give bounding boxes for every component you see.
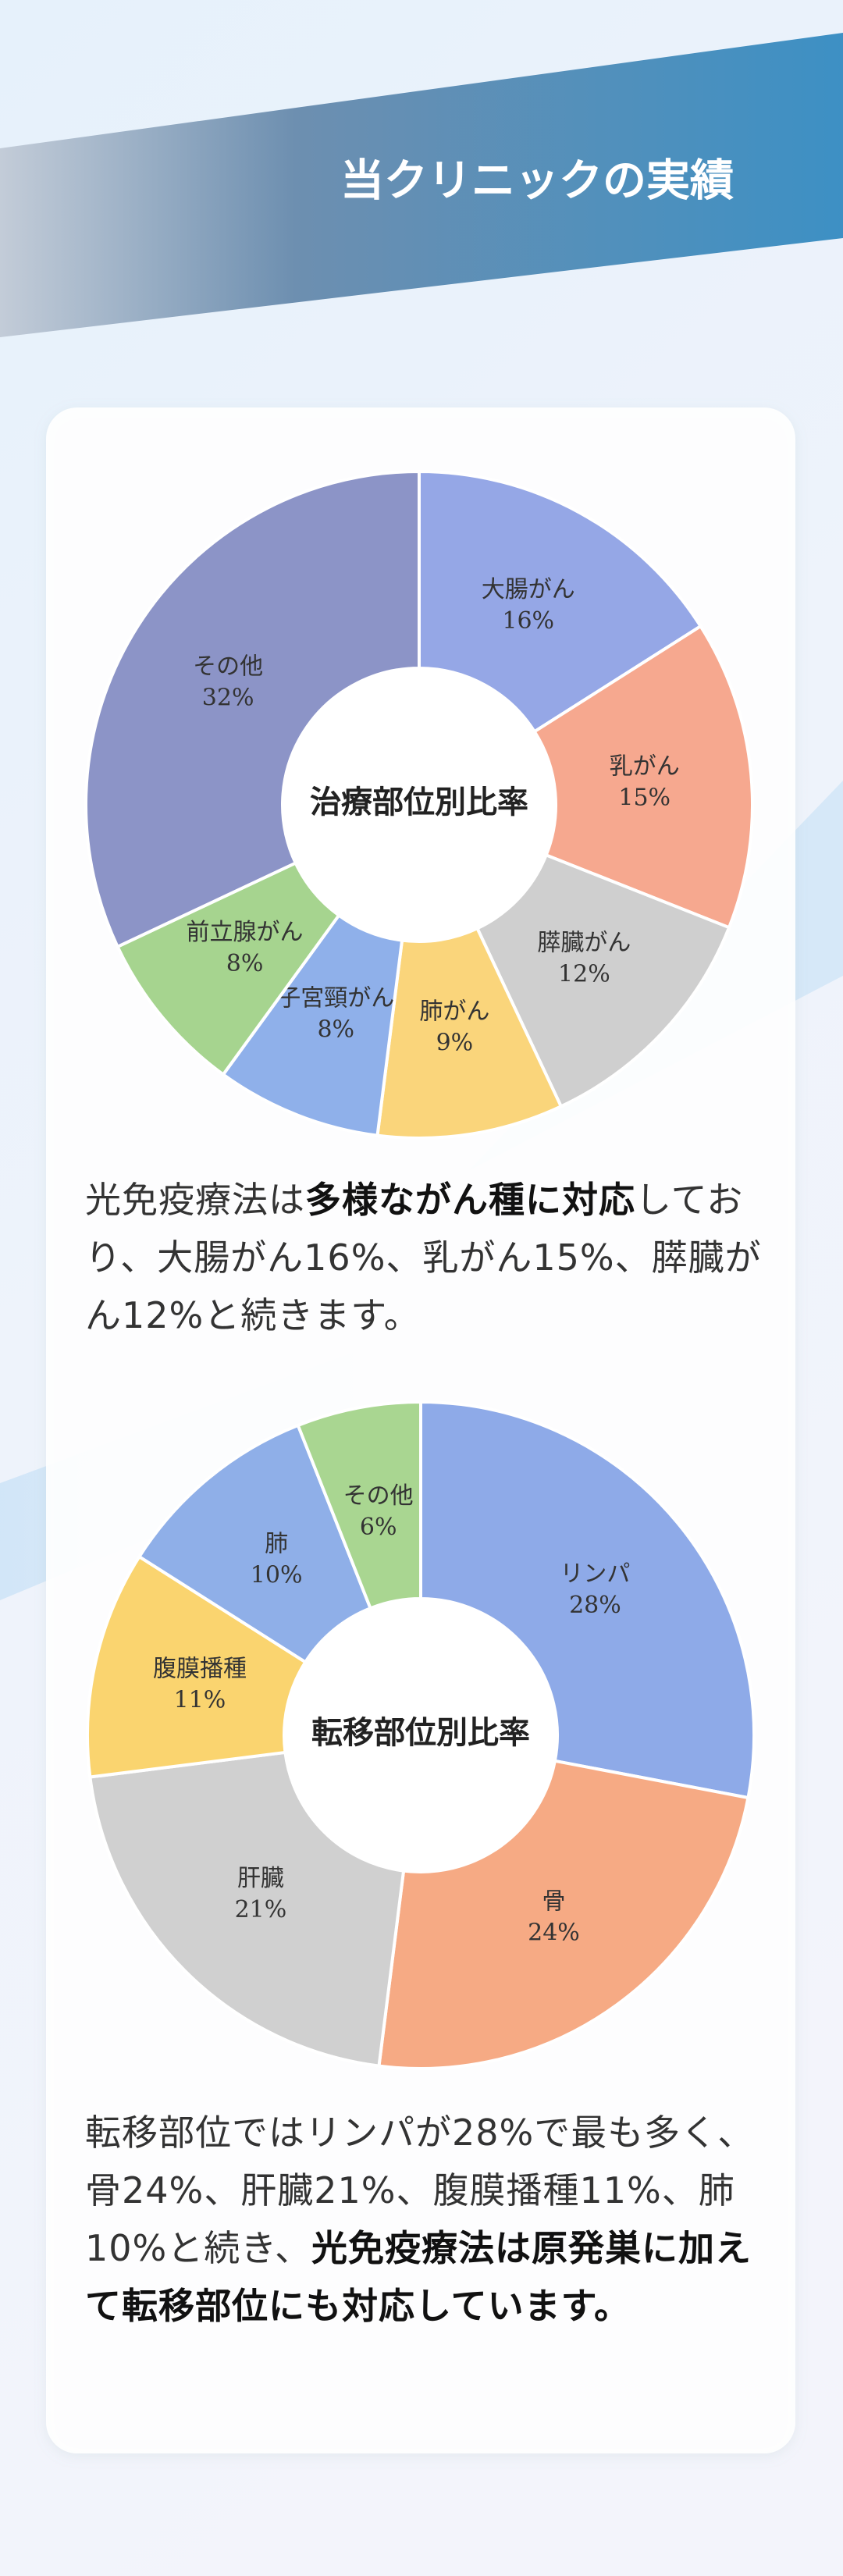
slice-label: 乳がん <box>610 753 680 781</box>
slice-value-label: 10% <box>251 1562 303 1589</box>
charts: 大腸がん 16% 乳がん 15% 膵臓がん 12% 肺がん 9% 子宮頸がん 8% 前立腺がん 8% そ… <box>84 469 756 2070</box>
slice-label: リンパ <box>560 1560 630 1588</box>
slice-label: 肺がん <box>419 998 489 1025</box>
slice-label: 骨 <box>542 1888 565 1916</box>
chart-title: 転移部位別比率 <box>311 1714 530 1751</box>
text: 光免疫療法は <box>85 1179 305 1221</box>
header-title: 当クリニックの実績 <box>340 155 734 207</box>
slice-label: 肝臓 <box>237 1865 284 1892</box>
slice-value-label: 8% <box>226 950 264 977</box>
slice-value-label: 11% <box>174 1687 226 1714</box>
slice-label: 大腸がん <box>482 576 575 603</box>
chart-title: 治療部位別比率 <box>310 784 528 820</box>
slice-value-label: 6% <box>360 1514 397 1541</box>
donut-hole <box>283 668 556 941</box>
text: 転移部位ではリンパが28%で最も多く、骨24%、肝臓21%、腹膜播種11%、肺1… <box>85 2112 755 2269</box>
slice-label: 腹膜播種 <box>153 1656 247 1683</box>
header-band <box>0 33 843 337</box>
slice-value-label: 24% <box>528 1920 580 1947</box>
bold-text: 光免疫療法は原発巣に加えて転移部位にも対応しています。 <box>85 2227 752 2327</box>
bold-text: 多様ながん種に対応 <box>305 1179 635 1221</box>
slice-value-label: 15% <box>618 785 670 812</box>
paragraph: 光免疫療法は多様ながん種に対応しており、大腸がん16%、乳がん15%、膵臓がん1… <box>85 1171 764 1344</box>
slice-value-label: 8% <box>317 1016 354 1044</box>
paragraph: 転移部位ではリンパが28%で最も多く、骨24%、肝臓21%、腹膜播種11%、肺1… <box>85 2104 764 2335</box>
slice-label: その他 <box>343 1482 414 1510</box>
slice-value-label: 12% <box>558 961 610 988</box>
slice-value-label: 28% <box>569 1592 621 1619</box>
slice-label: 子宮頸がん <box>277 985 394 1012</box>
slice-value-label: 9% <box>436 1029 474 1056</box>
donut-hole <box>284 1599 557 1872</box>
slice-value-label: 16% <box>502 607 554 635</box>
slice-label: その他 <box>193 653 263 681</box>
slice-label: 前立腺がん <box>187 919 304 946</box>
slice-label: 肺 <box>265 1531 288 1558</box>
slice-value-label: 32% <box>202 685 254 712</box>
text: しており、大腸がん16%、乳がん15%、膵臓がん12%と続きます。 <box>85 1179 762 1336</box>
slice-label: 膵臓がん <box>537 930 631 957</box>
slice-value-label: 21% <box>235 1896 287 1923</box>
